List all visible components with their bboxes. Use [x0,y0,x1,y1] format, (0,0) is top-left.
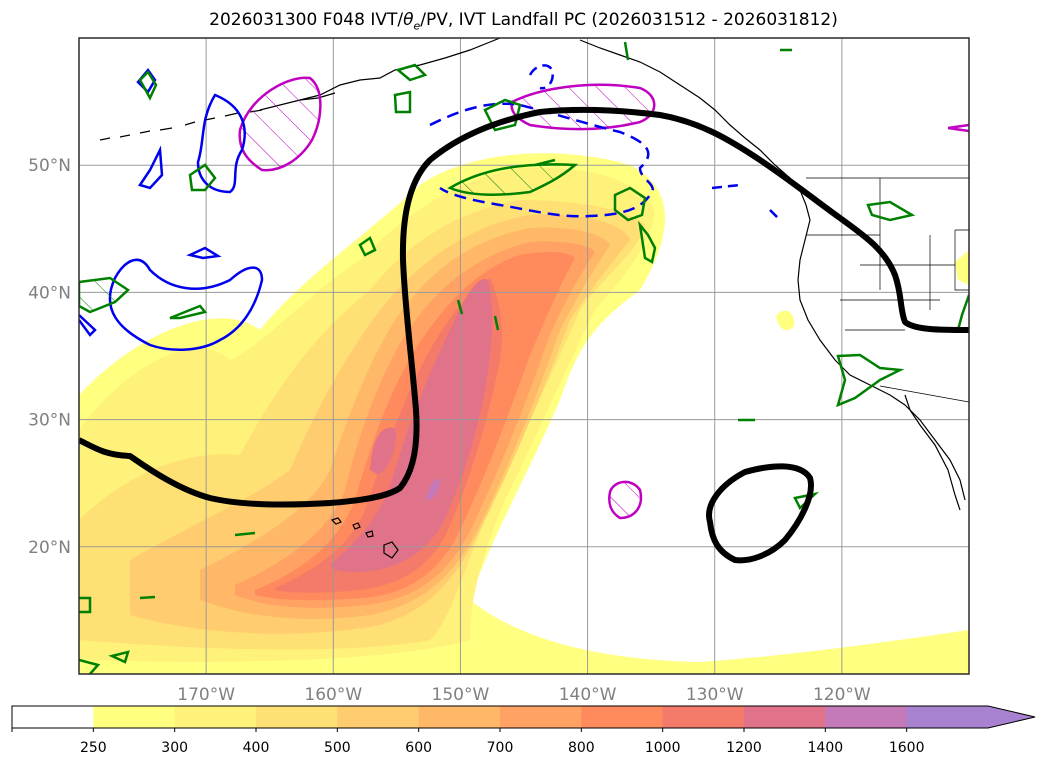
ivt-1200-patch [370,427,396,475]
magenta-contour-alaska-gulf [238,76,322,172]
colorbar-segment-7 [662,706,745,728]
colorbar-label-1: 300 [161,740,188,756]
colorbar-label-7: 1000 [645,740,681,756]
colorbar-extend-arrow [988,706,1035,728]
blue-contours [79,64,781,351]
lon-label-0: 170°W [177,685,235,705]
green-contour-west-2 [138,69,158,101]
colorbar-segment-4 [418,706,501,728]
green-contour-west-edge [79,276,131,314]
green-contour-north-1 [623,41,792,61]
magenta-contour-subtropical [608,480,643,520]
colorbar-outline [11,705,1036,729]
colorbar: 250 300 400 500 600 700 800 1000 1200 1400 1600 [11,705,1036,756]
green-contour-north-2 [534,158,556,167]
blue-contour-small-2 [186,246,222,260]
colorbar-label-4: 600 [405,740,432,756]
lat-label-2: 30°N [28,411,71,431]
colorbar-segment-5 [500,706,582,728]
green-contour-bottom-left-2 [79,650,130,674]
lon-label-3: 140°W [559,685,617,705]
colorbar-label-6: 800 [568,740,595,756]
blue-dashed-contour-north [528,64,554,90]
magenta-contour-east-edge [947,123,969,133]
latitude-labels: 50°N 40°N 30°N 20°N [28,156,71,558]
blue-contour-small [138,145,164,190]
colorbar-segment-3 [337,706,420,728]
colorbar-label-3: 500 [324,740,351,756]
lon-label-5: 120°W [813,685,871,705]
green-contours [79,41,969,674]
blue-contour-edge [79,314,97,337]
lon-label-2: 150°W [432,685,490,705]
green-contour-east-small [613,186,647,222]
landfall-pc-contours [79,106,969,564]
colorbar-under-segment [12,706,94,728]
green-contour-west-1 [188,163,217,192]
lon-label-4: 130°W [686,685,744,705]
lat-label-0: 50°N [28,156,71,176]
colorbar-segment-0 [93,706,176,728]
ivt-1400-core [425,478,440,500]
colorbar-label-9: 1400 [808,740,844,756]
alaska-coastline [299,38,501,101]
green-contour-west-mid [169,304,208,320]
green-contour-small-2 [139,531,256,600]
ivt-1200-core [330,279,492,572]
coastlines [99,38,969,559]
colorbar-label-10: 1600 [889,740,925,756]
blue-contour-mid [108,258,264,351]
colorbar-label-2: 400 [243,740,270,756]
southeast-alaska-bc-coastline [579,39,966,501]
colorbar-label-8: 1200 [726,740,762,756]
green-contour-ne-pacific [447,163,579,196]
landfall-pc-main-contour [79,106,969,508]
figure-title: 2026031300 F048 IVT/θe/PV, IVT Landfall … [209,10,838,33]
green-contour-oregon [866,200,916,222]
aleutian-islands [99,109,263,141]
colorbar-segment-6 [581,706,664,728]
colorbar-label-5: 700 [487,740,514,756]
blue-dashed-contour [429,102,654,218]
hawaii-islands [330,517,399,559]
landfall-pc-closed-contour [706,463,814,564]
lat-label-1: 40°N [28,283,71,303]
blue-contour-west [196,93,246,194]
colorbar-segment-9 [825,706,908,728]
green-contour-band-1 [456,299,500,331]
green-contour-coast [638,220,657,264]
green-contour-alaska-1 [393,90,412,114]
lat-label-3: 20°N [28,538,71,558]
green-contour-bottom-left [79,596,92,614]
lon-label-1: 160°W [304,685,362,705]
us-state-borders [806,178,969,331]
green-contour-coast-cal [836,353,905,408]
ivt-250-patch-east [955,250,969,285]
colorbar-segment-8 [744,706,826,728]
baja-peninsula-coastline [904,394,961,511]
colorbar-segment-1 [174,706,257,728]
colorbar-segment-10 [906,706,989,728]
map-border [78,37,970,675]
ivt-250-patch-small [776,310,795,331]
green-contour-mid-1 [358,236,377,257]
colorbar-segment-2 [256,706,338,728]
us-mexico-border [879,385,969,403]
ivt-filled-contours [79,153,969,674]
green-contour-alaska-2 [395,63,428,82]
colorbar-label-0: 250 [80,740,107,756]
blue-dashed-contour-east [711,183,781,221]
longitude-labels: 170°W 160°W 150°W 140°W 130°W 120°W [177,685,871,705]
